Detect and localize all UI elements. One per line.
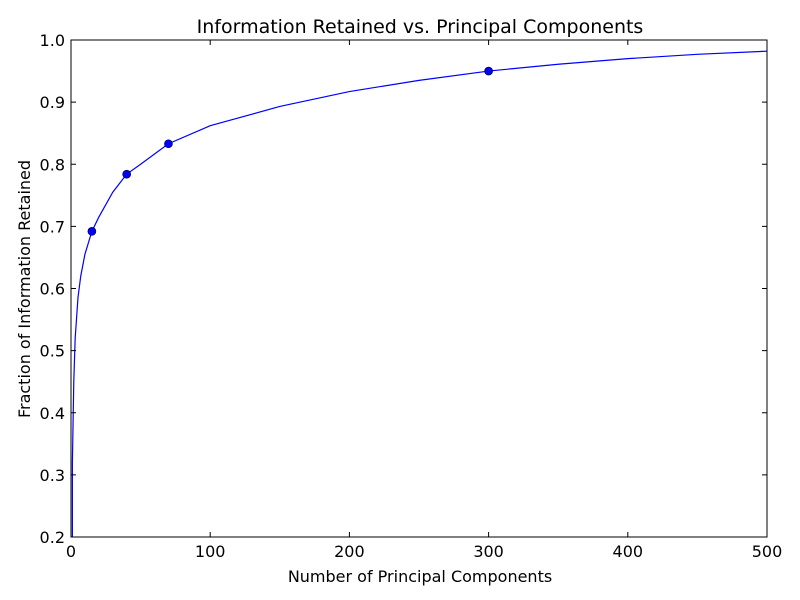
series-line xyxy=(71,50,768,538)
data-point-marker xyxy=(122,169,131,179)
y-tick-label: 0.5 xyxy=(40,342,65,361)
data-point-marker xyxy=(164,139,173,149)
x-tick-label: 500 xyxy=(752,542,783,561)
y-tick-label: 0.4 xyxy=(40,404,65,423)
x-tick-label: 400 xyxy=(613,542,644,561)
y-tick-label: 0.3 xyxy=(40,466,65,485)
tick-labels: 0 100 200 300 400 500 0.2 0.3 0.4 0.5 0.6 0.7 0.8 0.9… xyxy=(40,31,783,561)
x-tick-label: 300 xyxy=(473,542,504,561)
ticks xyxy=(70,39,768,538)
data-point-marker xyxy=(484,66,493,76)
y-tick-label: 0.7 xyxy=(40,217,65,236)
plot-area xyxy=(71,50,768,538)
x-tick-label: 200 xyxy=(334,542,365,561)
plot-frame xyxy=(70,39,768,538)
y-tick-label: 1.0 xyxy=(40,31,65,50)
y-tick-label: 0.6 xyxy=(40,280,65,299)
x-tick-label: 0 xyxy=(66,542,76,561)
x-tick-label: 100 xyxy=(195,542,226,561)
chart-title: Information Retained vs. Principal Compo… xyxy=(197,16,644,38)
data-point-marker xyxy=(87,227,97,236)
y-axis-label: Fraction of Information Retained xyxy=(15,160,34,418)
y-tick-label: 0.8 xyxy=(40,155,65,174)
x-axis-label: Number of Principal Components xyxy=(288,567,552,586)
y-tick-label: 0.9 xyxy=(40,93,65,112)
y-tick-label: 0.2 xyxy=(40,528,65,547)
